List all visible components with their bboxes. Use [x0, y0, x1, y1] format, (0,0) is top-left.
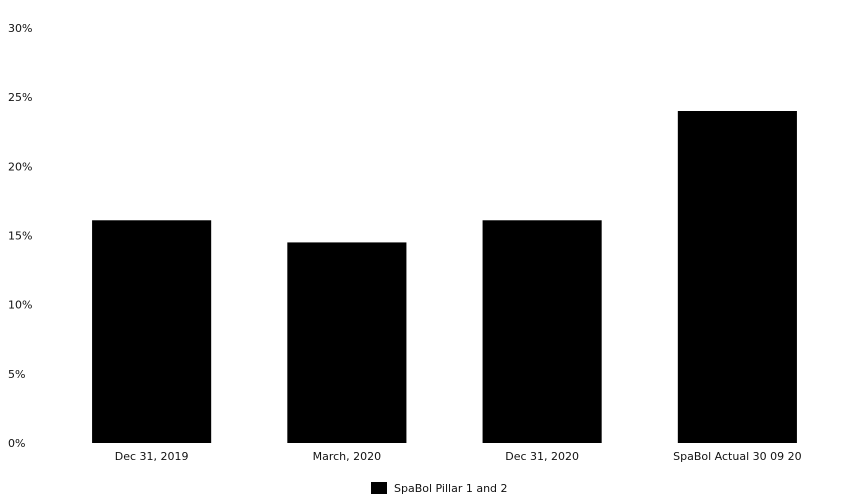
x-tick-label: Dec 31, 2019 [115, 450, 189, 463]
bar [482, 220, 602, 443]
bar [92, 220, 212, 443]
y-tick-label: 10% [8, 299, 32, 312]
legend-swatch [371, 482, 387, 494]
y-tick-label: 15% [8, 230, 32, 243]
bars-group [92, 111, 797, 443]
x-tick-label: SpaBol Actual 30 09 20 [673, 450, 801, 463]
y-tick-label: 5% [8, 368, 25, 381]
y-tick-label: 25% [8, 91, 32, 104]
bar [287, 242, 407, 443]
legend: SpaBol Pillar 1 and 2 [371, 482, 508, 495]
y-tick-label: 30% [8, 22, 32, 35]
x-tick-label: Dec 31, 2020 [505, 450, 579, 463]
legend-label: SpaBol Pillar 1 and 2 [394, 482, 508, 495]
x-axis: Dec 31, 2019 March, 2020 Dec 31, 2020 SpaBo… [115, 450, 802, 463]
y-tick-label: 0% [8, 437, 25, 450]
bar [677, 111, 797, 443]
y-tick-label: 20% [8, 160, 32, 173]
x-tick-label: March, 2020 [313, 450, 382, 463]
y-axis: 0% 5% 10% 15% 20% 25% 30% [8, 22, 32, 450]
